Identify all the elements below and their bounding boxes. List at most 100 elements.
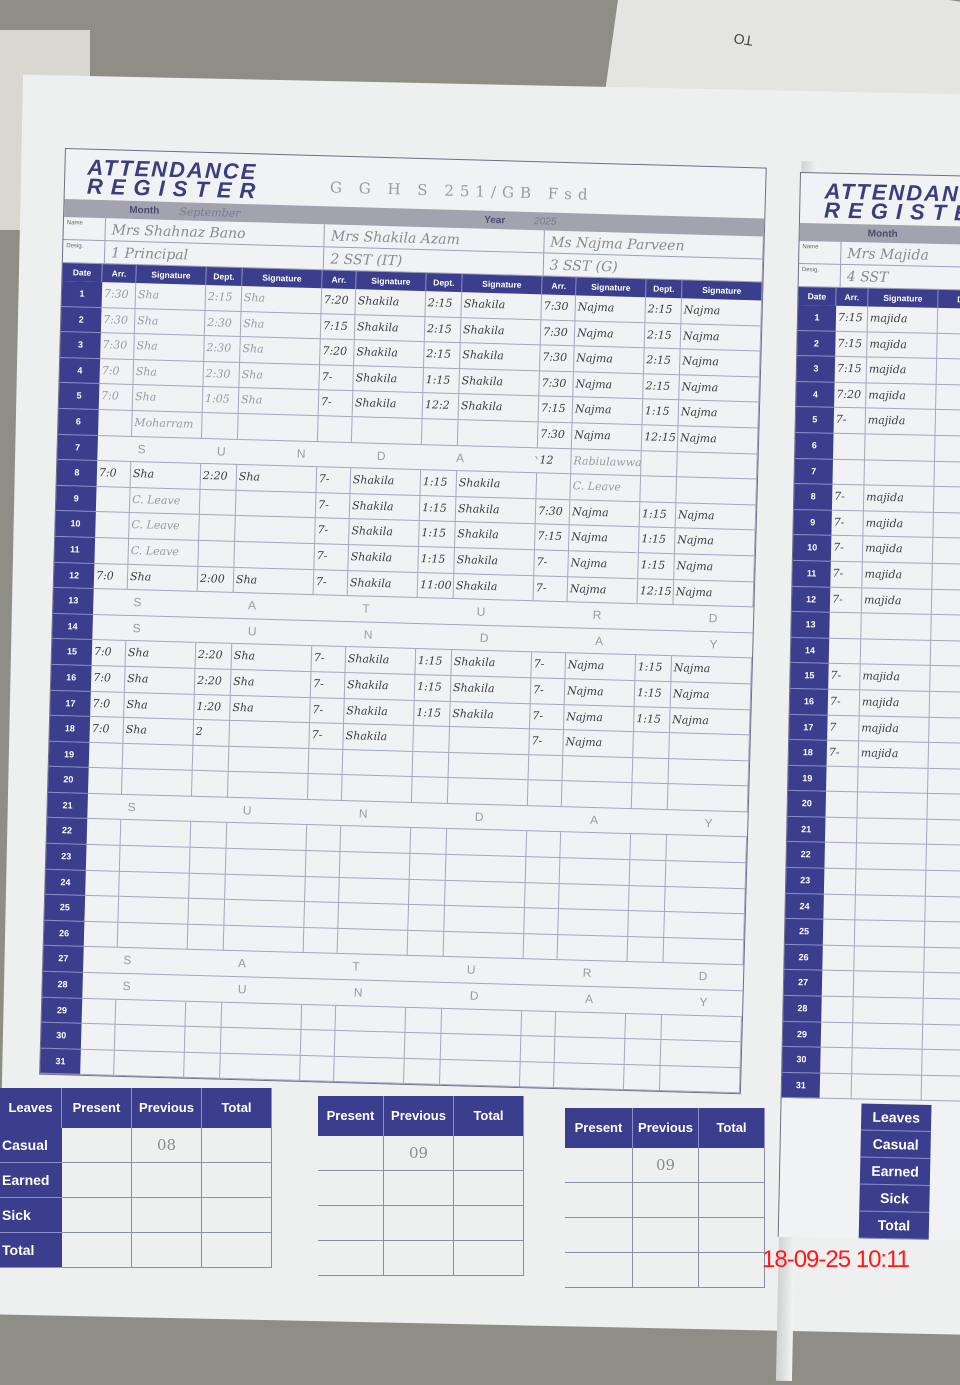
- arrival-cell: [824, 817, 858, 844]
- date-cell: 16: [789, 688, 829, 716]
- leave-type-label: Total: [858, 1211, 930, 1241]
- signature-cell: Sha: [134, 308, 206, 337]
- date-cell: 15: [51, 639, 93, 666]
- date-cell: 25: [784, 919, 824, 946]
- arrival-cell: [85, 844, 121, 872]
- date-cell: 28: [42, 971, 83, 999]
- signature-cell: [854, 920, 926, 948]
- signature-cell: [447, 778, 529, 807]
- departure-cell: [184, 1052, 221, 1080]
- signature-cell: [445, 854, 527, 883]
- departure-cell: [413, 726, 450, 753]
- departure-cell: [188, 899, 226, 926]
- date-cell: 24: [785, 893, 824, 920]
- date-cell: 19: [788, 765, 827, 792]
- arrival-cell: 7:20: [320, 339, 355, 366]
- date-column-header: Date: [62, 262, 103, 283]
- departure-cell: [934, 461, 960, 489]
- signature-cell: Najma: [671, 656, 753, 685]
- departure-cell: 2:00: [197, 566, 235, 594]
- signature-cell: Sha: [230, 695, 311, 724]
- departure-cell: [924, 947, 960, 975]
- arrival-cell: 7-: [831, 484, 865, 512]
- previous-cell: [132, 1198, 202, 1233]
- signature-cell: [853, 971, 925, 999]
- signature-cell: C. Leave: [128, 538, 200, 567]
- departure-cell: [628, 885, 666, 913]
- arrival-cell: [519, 1061, 555, 1089]
- signature-cell: [339, 877, 410, 906]
- arrival-cell: [304, 902, 340, 929]
- departure-cell: [936, 359, 960, 386]
- departure-cell: 2:15: [644, 322, 682, 350]
- previous-cell: [132, 1233, 202, 1268]
- signature-cell: [659, 1065, 741, 1094]
- departure-cell: [190, 822, 228, 849]
- departure-cell: [407, 930, 445, 958]
- arrival-cell: [88, 742, 124, 770]
- signature-cell: majida: [861, 587, 933, 615]
- date-cell: 15: [790, 663, 829, 690]
- signature-cell: majida: [858, 741, 930, 769]
- signature-cell: Sha: [133, 359, 205, 388]
- arrival-cell: [80, 1024, 116, 1051]
- departure-cell: [927, 768, 960, 796]
- departure-cell: [932, 538, 960, 566]
- departure-cell: [930, 666, 960, 694]
- total-cell: [202, 1198, 272, 1233]
- date-cell: 23: [45, 843, 87, 871]
- leave-type-label: Earned: [0, 1163, 62, 1198]
- signature-cell: [669, 733, 750, 762]
- background-paper-text: TO: [732, 30, 754, 50]
- present-cell: [318, 1136, 384, 1171]
- departure-cell: [925, 870, 960, 898]
- arrival-cell: [317, 416, 353, 443]
- arrival-cell: [85, 870, 120, 898]
- arrival-cell: 7-: [319, 364, 355, 392]
- date-cell: 31: [781, 1072, 821, 1100]
- signature-cell: [858, 767, 929, 795]
- departure-cell: [187, 924, 225, 952]
- date-cell: 12: [791, 586, 831, 613]
- signature-cell: [339, 852, 411, 880]
- date-cell: 30: [40, 1022, 82, 1050]
- arrival-cell: [94, 537, 130, 565]
- total-cell: [454, 1241, 524, 1276]
- signature-cell: [661, 1014, 743, 1043]
- month-label: Month: [867, 227, 898, 240]
- departure-cell: [408, 879, 446, 907]
- departure-cell: [199, 489, 237, 517]
- arrival-cell: 7-: [833, 408, 867, 435]
- signature-cell: Najma: [565, 653, 637, 682]
- previous-cell: [384, 1206, 454, 1241]
- arrival-cell: 7-: [827, 689, 861, 716]
- attendance-grid: Date Arr. Signature Dept. Signature Arr. Signa…: [40, 262, 763, 1094]
- signature-cell: majida: [866, 357, 938, 385]
- signature-cell: Sha: [130, 462, 202, 490]
- departure-cell: 1:15: [638, 553, 675, 580]
- date-cell: 27: [783, 970, 823, 997]
- signature-cell: Sha: [231, 644, 313, 672]
- name-label: Name: [63, 217, 107, 241]
- arrival-column-header: Arr.: [102, 264, 137, 284]
- signature-cell: [340, 826, 412, 854]
- departure-cell: [191, 771, 229, 798]
- previous-cell: [633, 1253, 699, 1288]
- departure-cell: [192, 745, 230, 773]
- departure-cell: [929, 717, 960, 745]
- arrival-cell: [308, 748, 344, 776]
- departure-cell: [933, 512, 960, 540]
- arrival-cell: 7-: [314, 544, 350, 571]
- arrival-cell: [81, 998, 117, 1025]
- arrival-cell: [832, 459, 865, 486]
- present-cell: [565, 1253, 633, 1288]
- arrival-cell: 7-: [530, 678, 566, 705]
- signature-cell: [856, 818, 928, 846]
- signature-cell: Shakila: [459, 343, 541, 372]
- arrival-cell: [819, 1073, 853, 1100]
- arrival-cell: 7-: [529, 729, 564, 756]
- signature-cell: Najma: [678, 400, 760, 429]
- signature-cell: [677, 451, 758, 480]
- signature-cell: Najma: [575, 295, 647, 323]
- departure-cell: 2:30: [203, 361, 241, 389]
